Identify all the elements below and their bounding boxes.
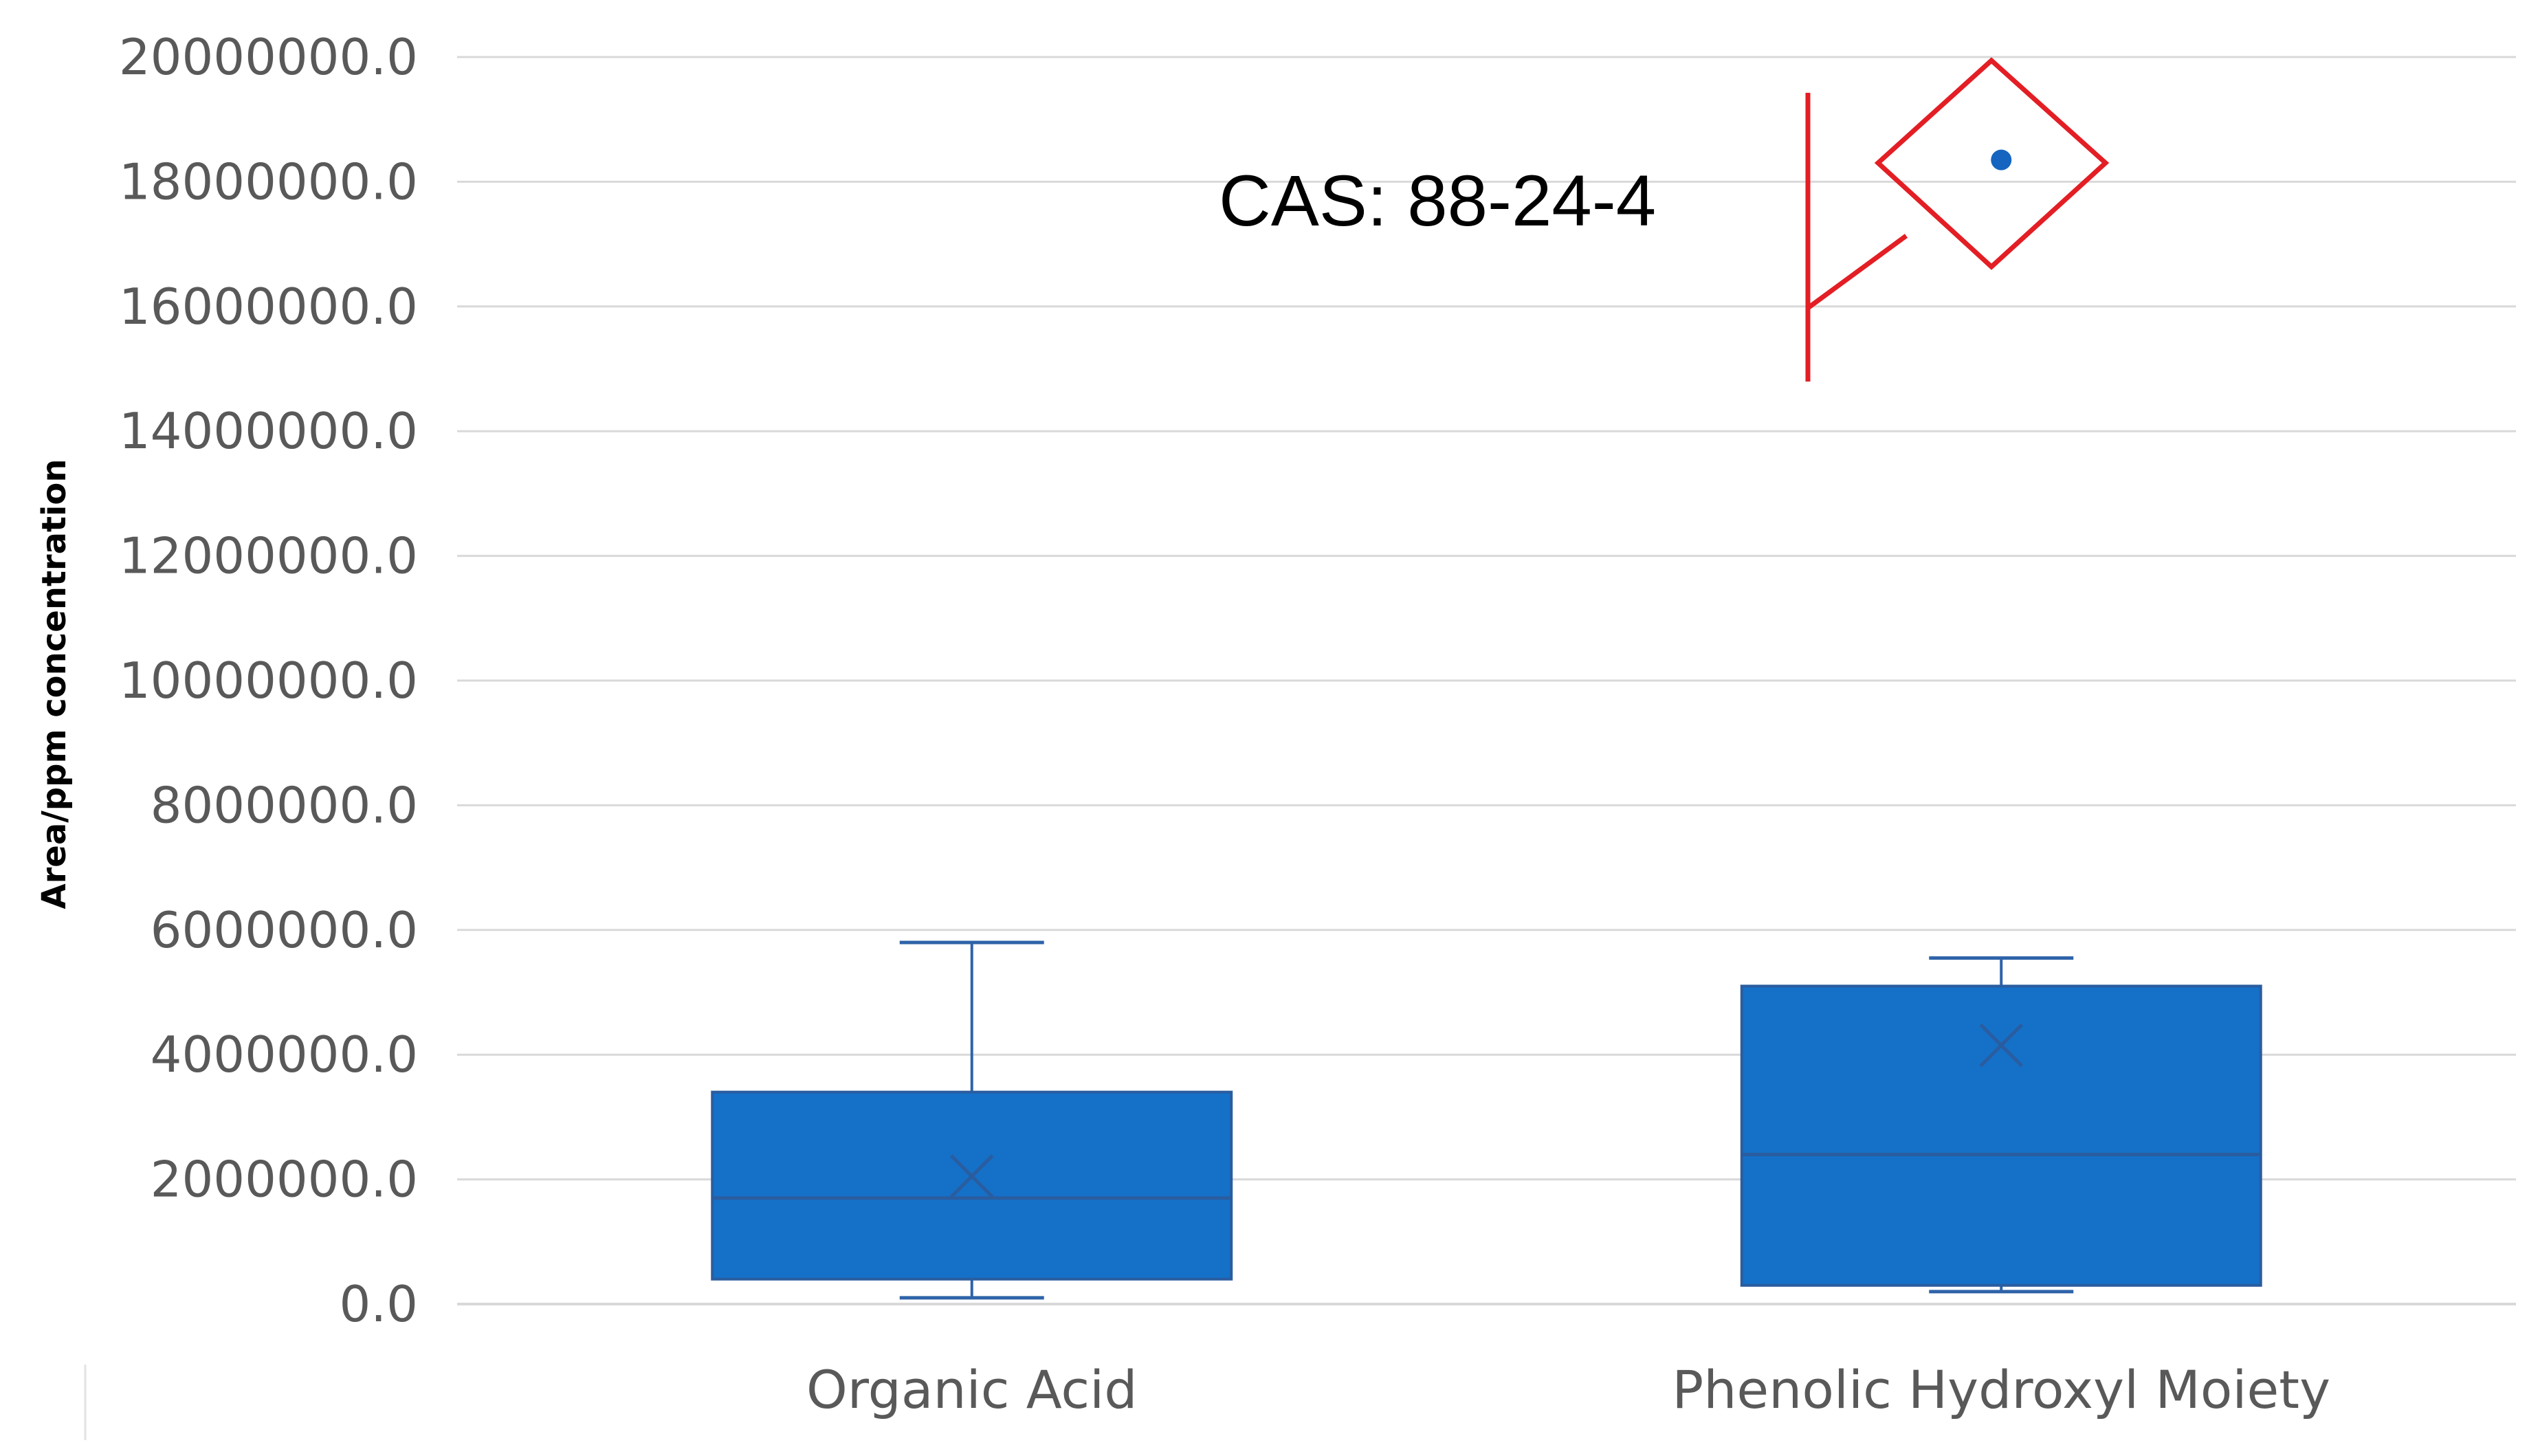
annotation-text: CAS: 88-24-4 <box>1219 161 1656 241</box>
x-axis-category-labels: Organic Acid Phenolic Hydroxyl Moiety <box>806 1359 2330 1420</box>
y-tick-label: 16000000.0 <box>119 278 418 335</box>
box-group <box>711 940 1233 1300</box>
molecule-side-bond <box>1806 234 1908 310</box>
y-tick-label: 6000000.0 <box>151 901 418 959</box>
y-tick-label: 10000000.0 <box>119 652 418 709</box>
y-axis-label: Area/ppm concentration <box>35 459 74 909</box>
x-category-label: Organic Acid <box>806 1359 1138 1420</box>
mean-marker <box>1979 1023 2024 1068</box>
y-tick-label: 0.0 <box>339 1275 418 1333</box>
y-tick-label: 12000000.0 <box>119 527 418 585</box>
y-tick-label: 14000000.0 <box>119 402 418 460</box>
y-tick-label: 18000000.0 <box>119 153 418 210</box>
cas-annotation: CAS: 88-24-4 <box>1219 57 2110 382</box>
x-category-label: Phenolic Hydroxyl Moiety <box>1672 1359 2330 1420</box>
y-tick-label: 2000000.0 <box>151 1151 418 1209</box>
boxes <box>711 149 2262 1300</box>
box-iqr <box>711 1090 1233 1281</box>
outlier-point <box>1991 149 2012 170</box>
y-axis-tick-labels: 0.0 2000000.0 4000000.0 6000000.0 8000000.0 1… <box>119 28 418 1333</box>
box-group <box>1740 149 2262 1294</box>
molecule-drawing <box>1805 57 2110 382</box>
molecule-diamond-ring <box>1874 57 2110 270</box>
y-tick-label: 4000000.0 <box>151 1026 418 1083</box>
mean-marker <box>949 1154 994 1198</box>
y-tick-label: 8000000.0 <box>151 776 418 834</box>
y-tick-label: 20000000.0 <box>119 28 418 86</box>
box-iqr <box>1740 984 2262 1287</box>
